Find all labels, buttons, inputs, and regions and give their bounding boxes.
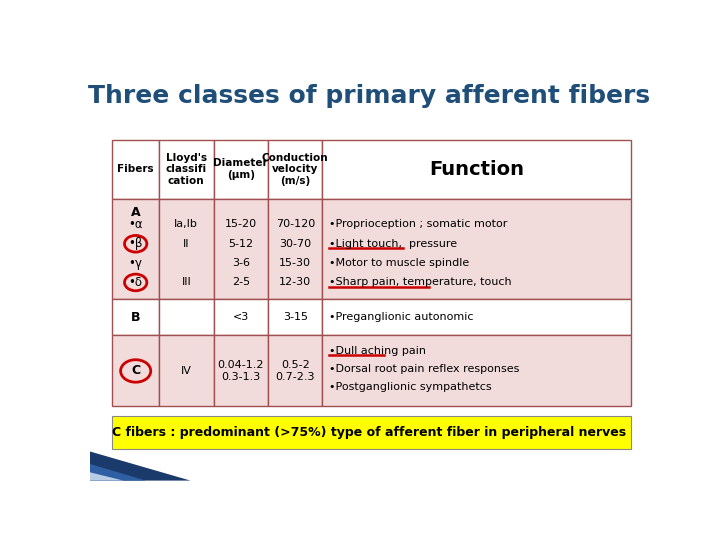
Text: 0.04-1.2
0.3-1.3: 0.04-1.2 0.3-1.3 — [217, 360, 264, 382]
Text: B: B — [131, 311, 140, 324]
Text: C: C — [131, 364, 140, 377]
Text: III: III — [181, 278, 191, 287]
Bar — [159, 140, 214, 199]
Text: •δ: •δ — [129, 276, 143, 289]
Text: •Light touch,  pressure: •Light touch, pressure — [329, 239, 457, 249]
Text: 70-120: 70-120 — [276, 219, 315, 230]
Text: Ia,Ib: Ia,Ib — [174, 219, 198, 230]
Text: 0.5-2
0.7-2.3: 0.5-2 0.7-2.3 — [276, 360, 315, 382]
Text: <3: <3 — [233, 312, 249, 322]
Text: •γ: •γ — [129, 256, 143, 269]
Bar — [268, 199, 323, 299]
Text: Fibers: Fibers — [117, 164, 154, 174]
Text: •Postganglionic sympathetcs: •Postganglionic sympathetcs — [329, 382, 492, 392]
Text: 3-6: 3-6 — [232, 258, 250, 268]
Bar — [112, 416, 631, 449]
Text: 2-5: 2-5 — [232, 278, 250, 287]
Text: 15-30: 15-30 — [279, 258, 311, 268]
Bar — [268, 140, 323, 199]
Bar — [159, 299, 214, 335]
Text: 30-70: 30-70 — [279, 239, 311, 249]
Text: Conduction
velocity
(m/s): Conduction velocity (m/s) — [262, 152, 328, 186]
Bar — [214, 299, 268, 335]
Text: II: II — [183, 239, 189, 249]
Text: 3-15: 3-15 — [283, 312, 307, 322]
Text: Lloyd's
classifi
cation: Lloyd's classifi cation — [166, 152, 207, 186]
Bar — [323, 299, 631, 335]
Text: 15-20: 15-20 — [225, 219, 257, 230]
Text: Three classes of primary afferent fibers: Three classes of primary afferent fibers — [88, 84, 650, 108]
Text: •Sharp pain, temperature, touch: •Sharp pain, temperature, touch — [329, 278, 512, 287]
Bar — [159, 335, 214, 407]
Bar — [112, 140, 159, 199]
Bar — [323, 199, 631, 299]
Bar — [159, 199, 214, 299]
Bar — [214, 199, 268, 299]
Text: 5-12: 5-12 — [228, 239, 253, 249]
Bar — [112, 299, 159, 335]
Bar — [214, 140, 268, 199]
Text: Function: Function — [429, 160, 524, 179]
Bar — [268, 335, 323, 407]
Bar — [214, 335, 268, 407]
Polygon shape — [90, 451, 190, 481]
Text: 12-30: 12-30 — [279, 278, 311, 287]
Text: C fibers : predominant (>75%) type of afferent fiber in peripheral nerves: C fibers : predominant (>75%) type of af… — [112, 426, 626, 439]
Text: •Proprioception ; somatic motor: •Proprioception ; somatic motor — [329, 219, 508, 230]
Text: •Motor to muscle spindle: •Motor to muscle spindle — [329, 258, 469, 268]
Bar — [323, 140, 631, 199]
Bar — [112, 199, 159, 299]
Text: •α: •α — [128, 218, 143, 231]
Polygon shape — [90, 464, 145, 481]
Bar — [268, 299, 323, 335]
Text: •Preganglionic autonomic: •Preganglionic autonomic — [329, 312, 474, 322]
Polygon shape — [90, 472, 124, 481]
Bar — [323, 335, 631, 407]
Text: •Dull aching pain: •Dull aching pain — [329, 346, 426, 356]
Text: IV: IV — [181, 366, 192, 376]
Text: •Dorsal root pain reflex responses: •Dorsal root pain reflex responses — [329, 364, 520, 374]
Text: A: A — [131, 206, 140, 219]
Bar — [112, 335, 159, 407]
Text: •β: •β — [128, 237, 143, 250]
Text: Diameter
(μm): Diameter (μm) — [213, 158, 268, 180]
